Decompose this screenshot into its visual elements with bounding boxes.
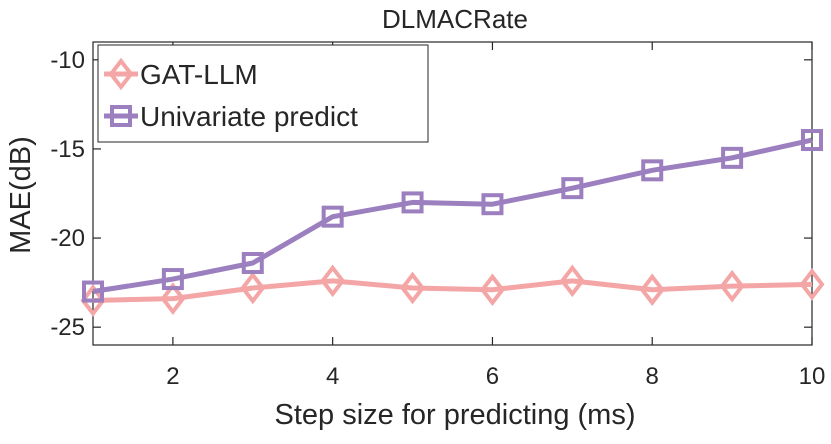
data-point	[719, 269, 745, 303]
data-point	[801, 129, 823, 152]
x-tick-label: 10	[799, 363, 826, 390]
data-point	[241, 252, 264, 275]
x-tick-label: 8	[646, 363, 659, 390]
series-line	[92, 278, 813, 303]
data-point	[481, 193, 504, 216]
data-point	[160, 282, 186, 315]
data-point	[80, 284, 106, 317]
series-square	[82, 129, 823, 303]
series-line	[92, 137, 813, 294]
data-point	[161, 268, 184, 291]
data-point	[721, 146, 744, 169]
data-point	[479, 273, 505, 307]
y-tick-label: -10	[50, 47, 85, 74]
y-tick-label: -15	[50, 136, 85, 163]
data-point	[401, 191, 424, 214]
y-axis-label: MAE(dB)	[5, 136, 37, 254]
data-point	[799, 268, 825, 301]
data-point	[321, 205, 344, 228]
data-point	[561, 177, 584, 200]
legend: GAT-LLM Univariate predict	[97, 44, 429, 143]
data-point	[240, 271, 266, 305]
x-tick-label: 6	[486, 363, 499, 390]
legend-box	[97, 44, 429, 143]
y-tick-label: -20	[50, 225, 85, 252]
legend-marker	[110, 105, 132, 127]
data-point	[639, 273, 665, 307]
data-point	[641, 159, 664, 182]
data-point	[320, 264, 346, 298]
data-point	[82, 280, 104, 303]
x-axis: 2 4 6 8 10	[166, 42, 825, 390]
legend-label: GAT-LLM	[140, 59, 258, 90]
y-tick-label: -25	[50, 314, 85, 341]
x-axis-label: Step size for predicting (ms)	[274, 399, 635, 431]
y-axis: -10 -15 -20 -25	[50, 47, 812, 341]
legend-label: Univariate predict	[140, 101, 358, 132]
x-tick-label: 2	[166, 363, 179, 390]
data-point	[400, 271, 426, 305]
chart-title: DLMACRate	[382, 4, 528, 34]
data-point	[559, 264, 585, 298]
legend-marker	[108, 57, 134, 91]
series-layer	[80, 129, 825, 317]
series-diamond	[80, 264, 825, 317]
x-tick-label: 4	[326, 363, 339, 390]
